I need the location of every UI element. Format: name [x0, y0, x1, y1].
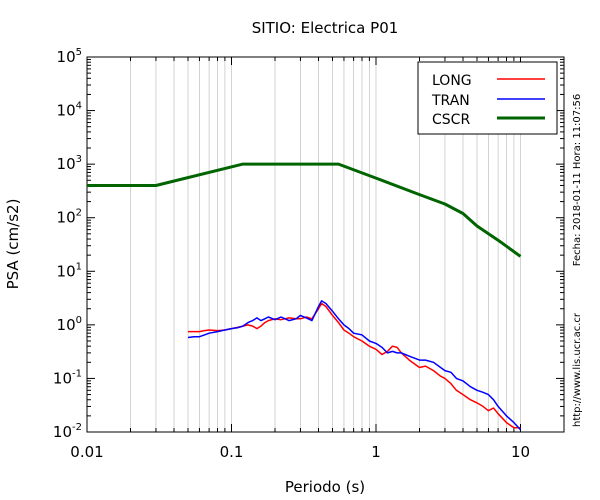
series-line-cscr — [87, 162, 522, 258]
y-axis-label: PSA (cm/s2) — [4, 199, 22, 290]
x-tick-label: 0.01 — [70, 443, 103, 461]
date-stamp: Fecha: 2018-01-11 Hora: 11:07:56 — [572, 94, 583, 267]
series-line-long — [188, 302, 521, 429]
x-axis-label: Periodo (s) — [285, 478, 365, 496]
y-tick-label: 103 — [57, 154, 82, 173]
y-tick-label: 10-2 — [53, 422, 82, 441]
y-tick-label: 102 — [57, 208, 82, 227]
x-tick-label: 10 — [511, 443, 530, 461]
legend: LONG TRAN CSCR — [417, 61, 558, 135]
y-tick-label: 101 — [57, 261, 82, 280]
legend-label-tran: TRAN — [431, 93, 470, 109]
y-tick-label: 104 — [57, 101, 82, 120]
series — [87, 162, 522, 431]
chart-title: SITIO: Electrica P01 — [252, 19, 399, 37]
y-tick-label: 10-1 — [53, 368, 82, 387]
legend-label-cscr: CSCR — [432, 112, 470, 128]
legend-box — [417, 61, 558, 135]
y-tick-label: 105 — [57, 47, 82, 66]
source-url: http://www.lis.ucr.ac.cr — [572, 312, 583, 427]
plot-frame — [86, 56, 565, 433]
series-line-tran — [187, 300, 522, 431]
x-tick-label: 1 — [371, 443, 381, 461]
axis-ticks: 0.01 0.1 1 10 10-2 10-1 100 101 102 103 104 105 — [53, 47, 565, 461]
x-tick-label: 0.1 — [220, 443, 244, 461]
y-tick-label: 100 — [57, 315, 82, 334]
legend-label-long: LONG — [432, 73, 472, 89]
